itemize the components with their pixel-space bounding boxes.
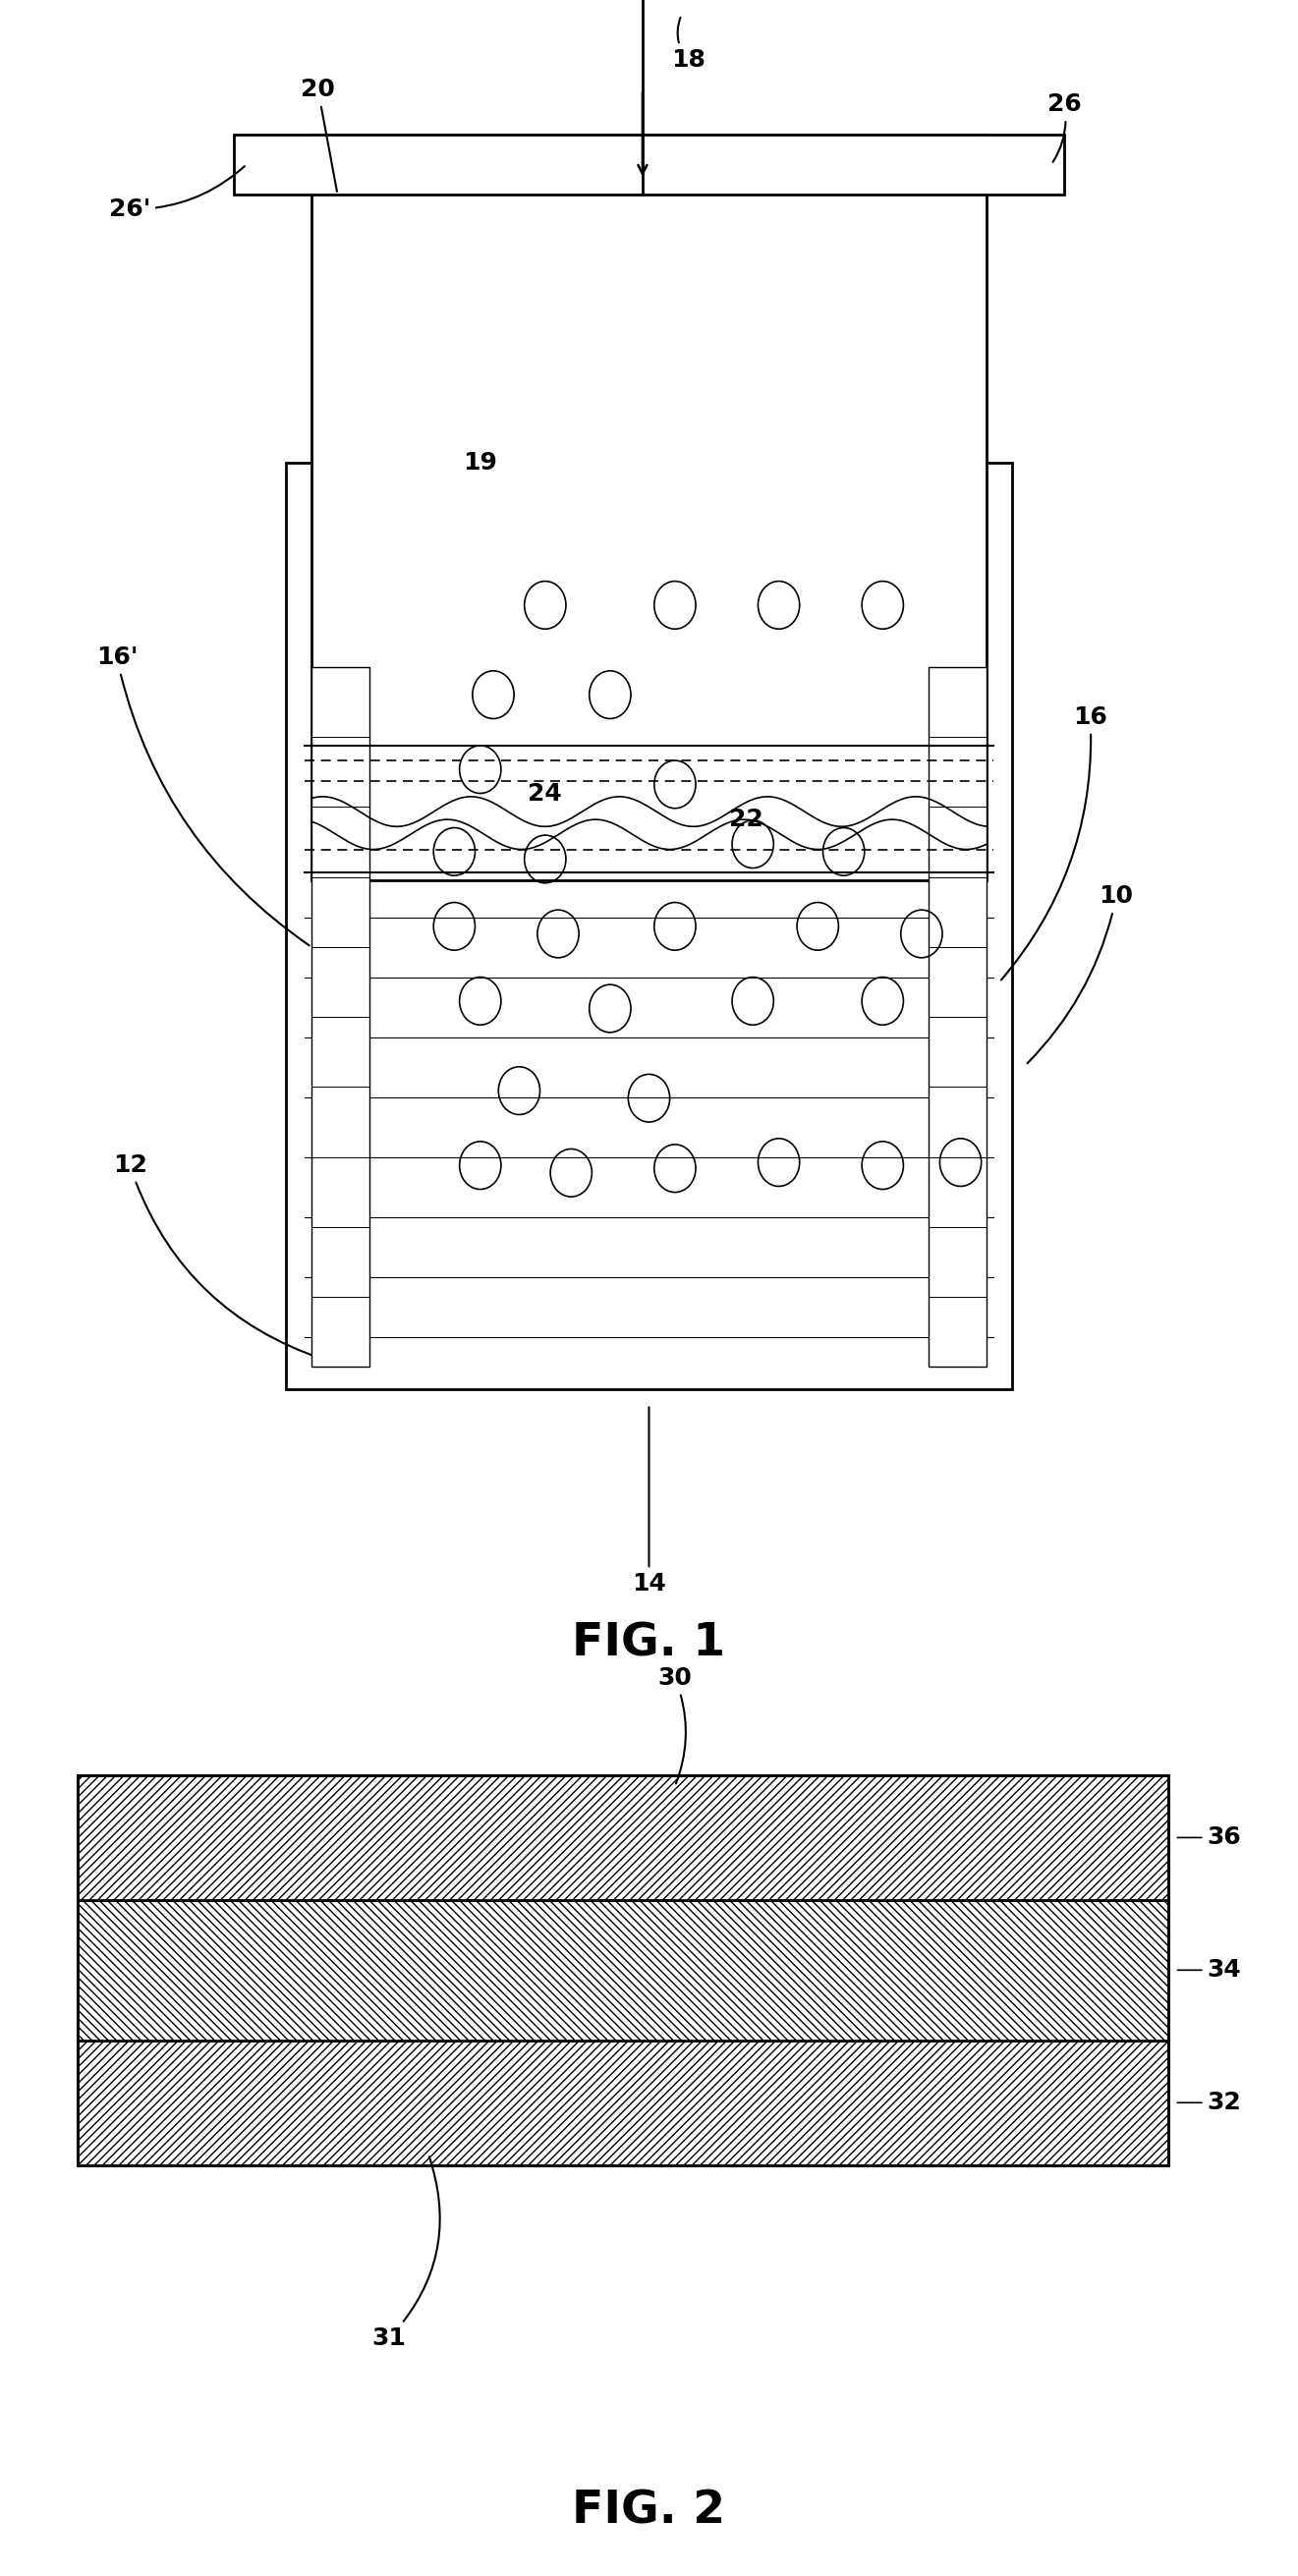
Text: 19: 19 [463,451,497,474]
Bar [928,667,986,1368]
Bar [78,2040,1168,2164]
Bar [78,1775,1168,1901]
Bar [312,134,986,881]
Bar [312,667,370,1368]
Text: 14: 14 [632,1406,666,1595]
Bar [234,134,1064,193]
Bar [286,464,1012,1388]
Text: 32: 32 [1177,2092,1241,2115]
Text: 26: 26 [1047,93,1081,162]
Text: 31: 31 [373,2156,440,2349]
Text: 36: 36 [1177,1826,1241,1850]
Text: FIG. 2: FIG. 2 [572,2488,726,2532]
Text: FIG. 1: FIG. 1 [572,1620,726,1667]
Text: 30: 30 [658,1667,692,1783]
Text: 10: 10 [1027,884,1133,1064]
Text: 16: 16 [1001,706,1107,979]
Text: 20: 20 [301,77,337,191]
Text: 22: 22 [729,806,763,832]
Text: 18: 18 [671,18,705,72]
Text: 34: 34 [1177,1958,1241,1981]
Text: 12: 12 [113,1154,322,1358]
Text: 26': 26' [109,167,244,222]
Text: 24: 24 [528,783,562,806]
Bar [78,1901,1168,2040]
Text: 16': 16' [96,647,309,945]
Bar [78,1775,1168,2164]
